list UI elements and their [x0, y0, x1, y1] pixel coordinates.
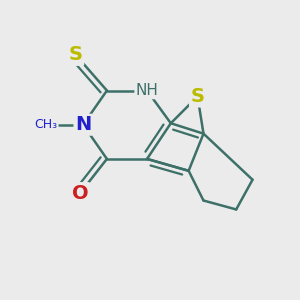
Text: CH₃: CH₃: [34, 118, 58, 131]
Text: S: S: [69, 45, 83, 64]
Text: NH: NH: [136, 83, 158, 98]
Text: N: N: [75, 115, 91, 134]
Text: S: S: [190, 87, 205, 106]
Text: O: O: [72, 184, 88, 202]
